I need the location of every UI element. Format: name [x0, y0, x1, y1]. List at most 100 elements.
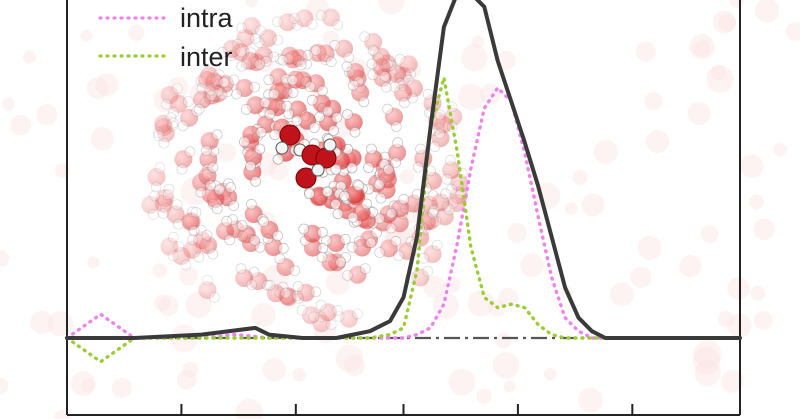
oxygen-atom	[404, 194, 423, 213]
hydrogen-atom	[204, 179, 216, 191]
hydrogen-atom	[182, 96, 194, 107]
hydrogen-atom	[304, 81, 316, 92]
hydrogen-atom	[308, 122, 320, 133]
background-dot	[458, 83, 485, 111]
hydrogen-atom	[193, 103, 205, 115]
oxygen-atom	[235, 269, 254, 287]
oxygen-atom	[242, 17, 261, 36]
hydrogen-atom	[195, 224, 207, 236]
hydrogen-atom	[330, 163, 342, 175]
hydrogen-atom	[231, 88, 243, 100]
hydrogen-atom	[415, 143, 427, 155]
background-dot	[630, 266, 652, 288]
background-dot	[610, 282, 634, 307]
oxygen-atom	[278, 13, 297, 32]
hydrogen-atom	[167, 250, 179, 262]
hydrogen-atom	[343, 52, 355, 63]
background-dot	[693, 40, 711, 58]
hydrogen-atom	[341, 61, 353, 72]
background-dot	[268, 160, 289, 181]
hydrogen-atom	[172, 218, 184, 230]
background-dot	[378, 0, 405, 15]
oxygen-atom	[346, 63, 365, 81]
hydrogen-atom	[382, 103, 394, 115]
background-dot	[444, 276, 461, 293]
oxygen-atom	[388, 143, 407, 162]
series-line-inter	[65, 75, 742, 364]
background-dot	[343, 354, 365, 376]
hydrogen-atom	[302, 49, 314, 61]
oxygen-atom	[199, 236, 218, 255]
hydrogen-atom	[390, 235, 402, 247]
hydrogen-atom	[428, 204, 440, 216]
background-dot	[693, 340, 722, 368]
hydrogen-atom	[245, 198, 257, 210]
background-dot	[644, 92, 663, 111]
background-dot	[718, 310, 735, 328]
oxygen-atom	[174, 150, 193, 169]
hydrogen-atom	[335, 256, 347, 268]
background-dot	[544, 367, 557, 381]
oxygen-atom	[316, 44, 335, 63]
hydrogen-atom	[287, 74, 299, 86]
background-dot	[497, 287, 519, 309]
hydrogen-atom	[287, 87, 299, 98]
hydrogen-atom	[308, 311, 320, 323]
hydrogen-atom	[346, 241, 358, 253]
background-dot	[80, 29, 93, 42]
hydrogen-atom	[168, 107, 179, 118]
hydrogen-atom	[288, 13, 300, 24]
hydrogen-atom	[272, 230, 284, 242]
hydrogen-atom	[367, 45, 379, 56]
oxygen-atom	[235, 79, 254, 97]
oxygen-atom	[154, 118, 173, 136]
hydrogen-atom	[441, 173, 453, 185]
hydrogen-atom	[342, 269, 353, 281]
oxygen-atom	[423, 245, 442, 264]
series-line-total	[65, 0, 742, 340]
oxygen-atom	[205, 72, 224, 91]
oxygen-atom	[387, 64, 406, 83]
hydrogen-atom	[325, 319, 337, 331]
background-dot	[235, 398, 264, 419]
hydrogen-atom	[224, 234, 236, 246]
background-dot	[152, 263, 167, 278]
background-dot	[176, 370, 197, 390]
hydrogen-atom	[390, 121, 402, 132]
background-dot	[520, 253, 544, 277]
hydrogen-atom	[316, 226, 328, 238]
oxygen-atom	[379, 239, 398, 258]
hydrogen-atom	[306, 94, 318, 106]
hydrogen-atom	[221, 215, 233, 227]
hydrogen-atom	[317, 85, 328, 97]
hydrogen-atom	[213, 184, 225, 196]
hydrogen-atom	[268, 51, 280, 63]
hydrogen-atom	[380, 81, 392, 93]
hydrogen-atom	[254, 59, 266, 70]
hydrogen-atom	[379, 71, 391, 82]
hydrogen-atom	[255, 25, 266, 36]
background-dot	[495, 332, 512, 349]
hydrogen-atom	[207, 248, 219, 260]
solute-oxygen-atom	[295, 167, 317, 189]
hydrogen-atom	[347, 79, 359, 91]
oxygen-atom	[318, 303, 337, 322]
oxygen-atom	[390, 214, 409, 233]
hydrogen-atom	[207, 161, 219, 173]
hydrogen-atom	[385, 207, 397, 219]
background-dot	[507, 223, 527, 243]
hydrogen-atom	[240, 104, 252, 115]
hydrogen-atom	[202, 274, 213, 286]
background-dot	[10, 114, 32, 136]
hydrogen-atom	[190, 206, 202, 218]
hydrogen-atom	[211, 129, 223, 141]
hydrogen-atom	[349, 126, 361, 138]
background-dot	[635, 41, 657, 62]
hydrogen-atom	[431, 239, 443, 251]
background-dot	[565, 202, 578, 215]
solute-hydrogen-atom	[323, 138, 337, 152]
hydrogen-atom	[353, 180, 365, 192]
hydrogen-atom	[249, 81, 260, 93]
hydrogen-atom	[260, 56, 272, 67]
